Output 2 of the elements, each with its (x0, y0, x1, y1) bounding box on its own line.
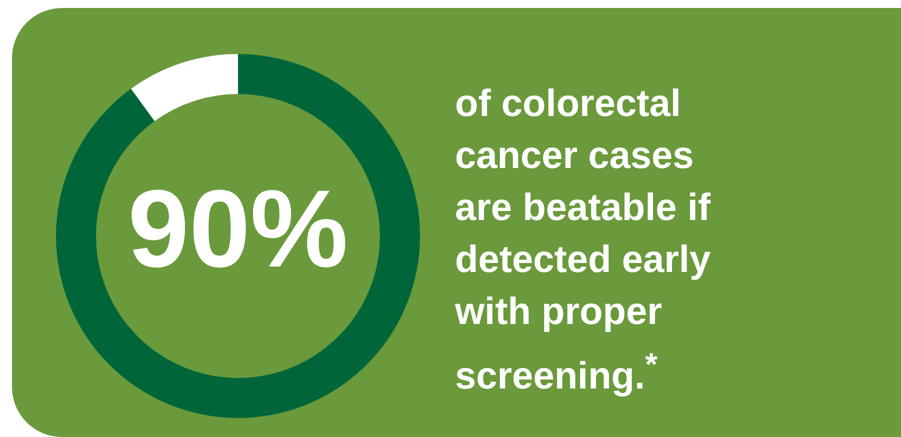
text: of colorectal cancer cases are beatable if detected early with proper screening.$^{*}$ (455, 82, 711, 400)
data-label: 90% (128, 167, 348, 290)
